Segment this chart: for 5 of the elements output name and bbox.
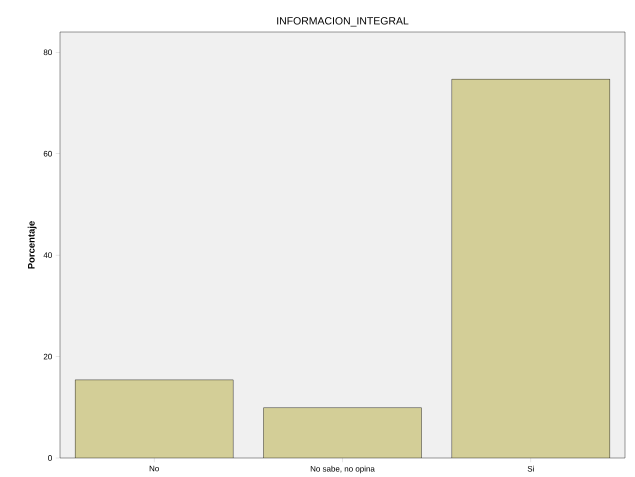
bar (452, 78, 610, 458)
y-axis-title: Porcentaje (28, 221, 37, 269)
chart-title: INFORMACION_INTEGRAL (277, 17, 408, 27)
bar (264, 408, 422, 458)
bar (74, 380, 234, 458)
